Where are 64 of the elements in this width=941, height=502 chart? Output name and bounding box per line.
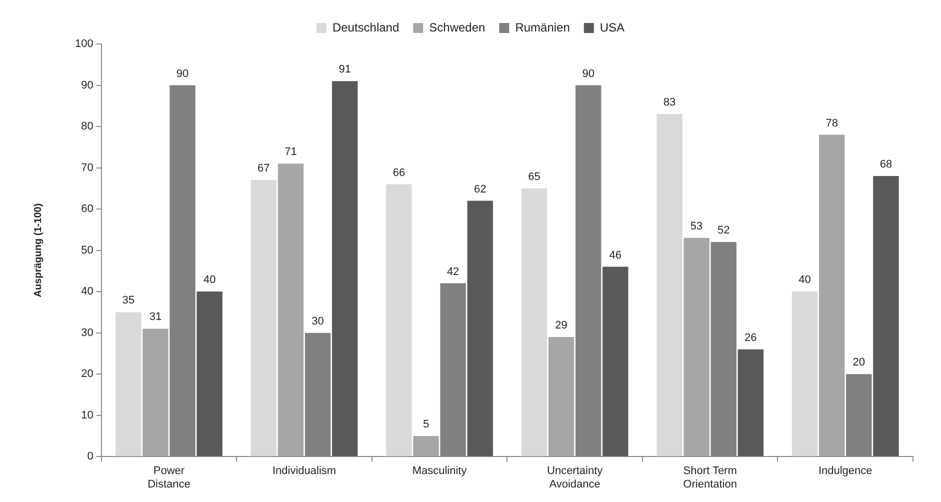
bar bbox=[521, 188, 548, 456]
y-tick-label: 60 bbox=[81, 203, 94, 216]
bar bbox=[250, 180, 277, 456]
bar bbox=[684, 238, 710, 456]
x-tick-label: Indulgence bbox=[818, 465, 872, 478]
legend-label: Schweden bbox=[429, 20, 486, 34]
data-label: 78 bbox=[826, 117, 838, 130]
bar bbox=[467, 200, 493, 456]
y-tick-label: 0 bbox=[87, 450, 94, 463]
data-label: 46 bbox=[609, 249, 622, 262]
bar bbox=[602, 266, 628, 456]
data-label: 52 bbox=[717, 224, 730, 237]
x-tick-label: Masculinity bbox=[412, 465, 468, 478]
y-tick-label: 70 bbox=[81, 162, 94, 174]
x-tick-label: Individualism bbox=[272, 465, 336, 478]
data-label: 30 bbox=[312, 315, 324, 328]
y-tick-label: 80 bbox=[81, 120, 94, 133]
data-label: 83 bbox=[663, 96, 676, 109]
data-label: 67 bbox=[258, 162, 270, 175]
data-label: 91 bbox=[338, 64, 351, 76]
x-tick-label: Power Distance bbox=[148, 465, 190, 490]
y-tick-label: 50 bbox=[81, 244, 94, 256]
bar bbox=[413, 436, 439, 456]
data-label: 90 bbox=[176, 68, 189, 80]
data-label: 5 bbox=[422, 418, 430, 430]
y-tick-label: 100 bbox=[74, 38, 94, 50]
bar bbox=[738, 349, 764, 456]
data-label: 62 bbox=[474, 183, 486, 196]
bar bbox=[142, 328, 168, 456]
y-tick-label: 10 bbox=[81, 409, 94, 422]
legend-label: USA bbox=[600, 20, 625, 34]
data-label: 71 bbox=[284, 146, 297, 158]
data-label: 68 bbox=[880, 158, 892, 171]
x-tick-label: Short Term Orientation bbox=[683, 465, 737, 490]
y-tick-label: 90 bbox=[81, 79, 94, 92]
data-label: 65 bbox=[528, 170, 540, 183]
data-label: 40 bbox=[798, 274, 811, 286]
bar bbox=[792, 292, 818, 456]
data-label: 29 bbox=[555, 319, 568, 332]
x-tick-label: Uncertainty Avoidance bbox=[546, 465, 604, 490]
data-label: 26 bbox=[744, 332, 757, 344]
bar bbox=[386, 184, 412, 456]
data-label: 53 bbox=[690, 220, 703, 232]
data-label: 35 bbox=[122, 294, 135, 307]
y-tick-label: 20 bbox=[81, 368, 94, 380]
y-axis-title: Ausprägung (1-100) bbox=[32, 203, 44, 298]
legend-label: Deutschland bbox=[332, 20, 400, 34]
bar bbox=[656, 114, 682, 456]
data-label: 20 bbox=[852, 356, 866, 369]
data-label: 40 bbox=[203, 274, 216, 286]
y-tick-label: 30 bbox=[81, 326, 94, 339]
legend-label: Rumänien bbox=[515, 20, 570, 34]
data-label: 66 bbox=[392, 166, 406, 179]
bar bbox=[548, 336, 574, 456]
bar bbox=[278, 164, 304, 456]
y-tick-label: 40 bbox=[81, 286, 94, 298]
bar bbox=[116, 312, 142, 456]
bar bbox=[873, 176, 899, 456]
data-label: 31 bbox=[149, 311, 162, 324]
bar bbox=[818, 134, 845, 456]
data-label: 90 bbox=[582, 68, 594, 80]
data-label: 42 bbox=[446, 266, 460, 278]
bar bbox=[196, 292, 222, 456]
bar bbox=[332, 81, 358, 456]
